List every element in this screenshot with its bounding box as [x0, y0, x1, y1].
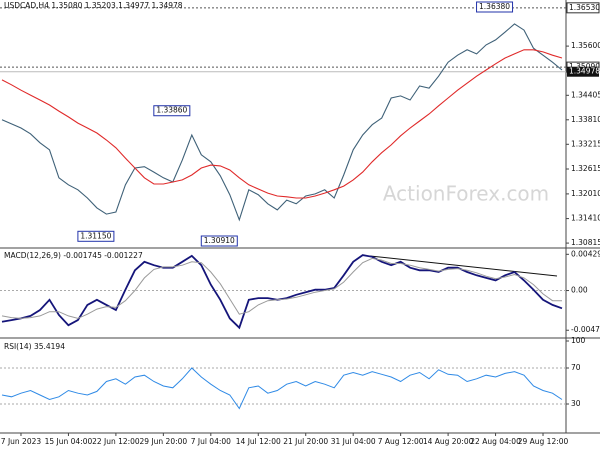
x-tick-label: 7 Aug 12:00 — [378, 437, 424, 446]
x-tick-label: 29 Aug 12:00 — [518, 437, 569, 446]
y-tick-label: 1.33810 — [571, 115, 600, 124]
price-callout: 1.36380 — [479, 2, 510, 11]
y-tick-label: 1.32615 — [571, 164, 600, 173]
last-price-box — [567, 66, 599, 77]
x-tick-label: 15 Jun 04:00 — [45, 437, 93, 446]
series-line — [1, 23, 563, 222]
y-tick-label: 70 — [571, 363, 581, 372]
y-tick-label: 1.31410 — [571, 214, 600, 223]
price-callout-box — [77, 230, 115, 242]
y-tick-label: 1.35600 — [571, 41, 600, 50]
y-tick-label: 0.00 — [571, 286, 588, 295]
watermark: ActionForex.com — [383, 182, 549, 206]
panel-title: MACD(12,26,9) -0.001745 -0.001227 — [4, 251, 143, 260]
panel-title: USDCAD,H4 1.35080 1.35203 1.34977 1.3497… — [4, 1, 183, 10]
series-line — [1, 49, 563, 199]
last-price-label: 1.34978 — [569, 67, 600, 76]
y-tick-label: 1.30815 — [571, 238, 600, 247]
y-tick-label: 30 — [571, 399, 581, 408]
macd-trendline — [369, 255, 558, 277]
price-callout: 1.33860 — [156, 106, 187, 115]
price-callout: 1.30910 — [204, 236, 235, 245]
price-level-box — [566, 2, 600, 14]
series-line — [1, 257, 562, 319]
price-callout-box — [153, 105, 191, 117]
price-callout: 1.31150 — [80, 231, 111, 240]
y-tick-label: -0.0047 — [571, 325, 600, 334]
price-callout-box — [200, 235, 238, 247]
y-tick-label: 1.34405 — [571, 90, 600, 99]
price-level-label: 1.36530 — [569, 3, 600, 12]
x-tick-label: 14 Aug 20:00 — [423, 437, 474, 446]
price-level-label: 1.35090 — [569, 62, 600, 71]
y-tick-label: 0.00429 — [571, 249, 600, 258]
x-tick-label: 21 Jul 20:00 — [283, 437, 328, 446]
price-callout-box — [476, 1, 514, 13]
x-tick-label: 22 Aug 04:00 — [470, 437, 521, 446]
x-tick-label: 31 Jul 04:00 — [331, 437, 376, 446]
y-tick-label: 1.33215 — [571, 139, 600, 148]
y-tick-label: 100 — [571, 336, 586, 345]
y-tick-label: 1.32010 — [571, 189, 600, 198]
x-tick-label: 7 Jun 2023 — [1, 437, 42, 446]
x-tick-label: 22 Jun 12:00 — [92, 437, 140, 446]
x-tick-label: 14 Jul 12:00 — [236, 437, 281, 446]
panel-title: RSI(14) 35.4194 — [4, 342, 65, 351]
series-line — [1, 367, 563, 410]
x-tick-label: 7 Jul 04:00 — [191, 437, 231, 446]
x-tick-label: 29 Jun 20:00 — [140, 437, 188, 446]
